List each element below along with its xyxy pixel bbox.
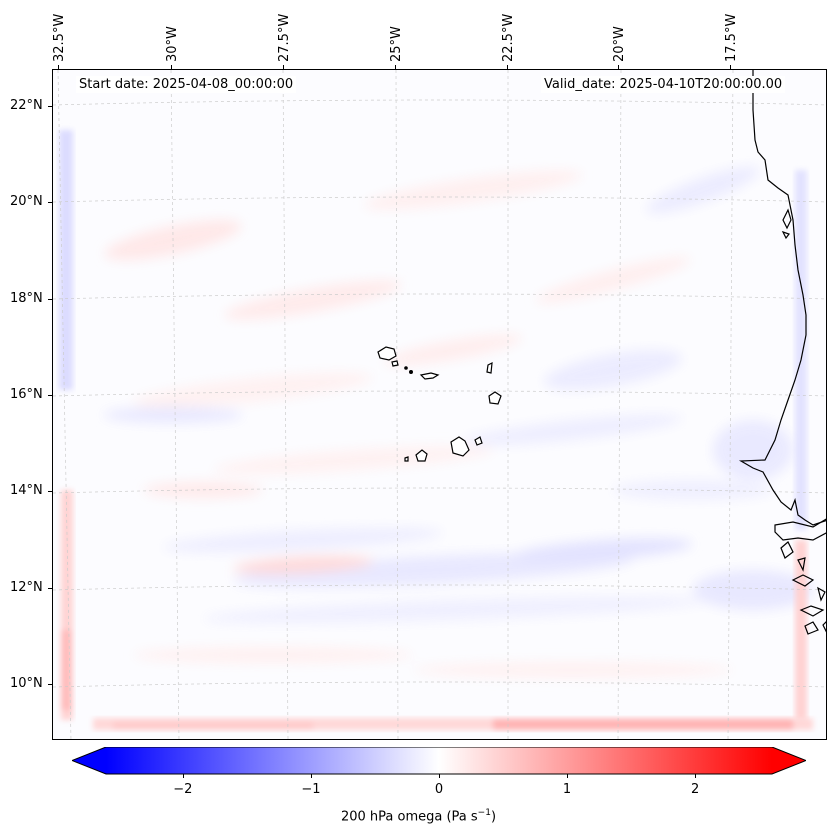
longitude-tick bbox=[58, 65, 59, 69]
longitude-label: 25°W bbox=[389, 26, 404, 62]
omega-field-map bbox=[53, 70, 826, 739]
start-date-label: Start date: 2025-04-08_00:00:00 bbox=[76, 76, 297, 93]
latitude-tick bbox=[48, 684, 52, 685]
latitude-tick bbox=[48, 106, 52, 107]
longitude-tick bbox=[395, 65, 396, 69]
colorbar-tickmark bbox=[439, 774, 440, 778]
latitude-tick bbox=[48, 202, 52, 203]
omega-shading bbox=[53, 70, 826, 739]
colorbar-outline bbox=[72, 747, 806, 775]
graticule bbox=[53, 70, 826, 739]
longitude-tick bbox=[730, 65, 731, 69]
map-panel bbox=[52, 69, 827, 740]
longitude-tick bbox=[171, 65, 172, 69]
longitude-tick bbox=[507, 65, 508, 69]
latitude-label: 10°N bbox=[10, 676, 43, 691]
longitude-label: 30°W bbox=[165, 26, 180, 62]
longitude-label: 20°W bbox=[612, 26, 627, 62]
latitude-label: 12°N bbox=[10, 580, 43, 595]
colorbar-gradient bbox=[106, 747, 772, 774]
valid-date-label: Valid_date: 2025-04-10T20:00:00.00 bbox=[541, 76, 786, 93]
colorbar-tick-label: 0 bbox=[434, 782, 444, 797]
longitude-label: 27.5°W bbox=[277, 13, 292, 62]
colorbar-tick-label: −1 bbox=[301, 782, 321, 797]
coastline bbox=[738, 70, 826, 635]
latitude-tick bbox=[48, 299, 52, 300]
longitude-tick bbox=[283, 65, 284, 69]
latitude-label: 18°N bbox=[10, 291, 43, 306]
colorbar-label: 200 hPa omega (Pa s−1) bbox=[340, 808, 497, 825]
colorbar-low-extend bbox=[72, 747, 106, 774]
longitude-tick bbox=[618, 65, 619, 69]
latitude-label: 22°N bbox=[10, 98, 43, 113]
latitude-label: 20°N bbox=[10, 194, 43, 209]
latitude-tick bbox=[48, 588, 52, 589]
longitude-label: 17.5°W bbox=[724, 13, 739, 62]
longitude-label: 22.5°W bbox=[501, 13, 516, 62]
colorbar bbox=[72, 747, 806, 775]
colorbar-tick-label: 2 bbox=[691, 782, 700, 797]
latitude-label: 14°N bbox=[10, 483, 43, 498]
colorbar-tickmark bbox=[567, 774, 569, 778]
colorbar-tickmark bbox=[182, 774, 184, 778]
colorbar-tick-label: −2 bbox=[173, 782, 193, 797]
latitude-label: 16°N bbox=[10, 387, 43, 402]
colorbar-high-extend bbox=[772, 747, 806, 774]
latitude-tick bbox=[48, 491, 52, 492]
colorbar-tickmark bbox=[695, 774, 697, 778]
colorbar-tick-label: 1 bbox=[562, 782, 572, 797]
colorbar-tickmark bbox=[310, 774, 312, 778]
cabo-verde-islands bbox=[377, 346, 502, 462]
longitude-label: 32.5°W bbox=[52, 13, 67, 62]
latitude-tick bbox=[48, 395, 52, 396]
